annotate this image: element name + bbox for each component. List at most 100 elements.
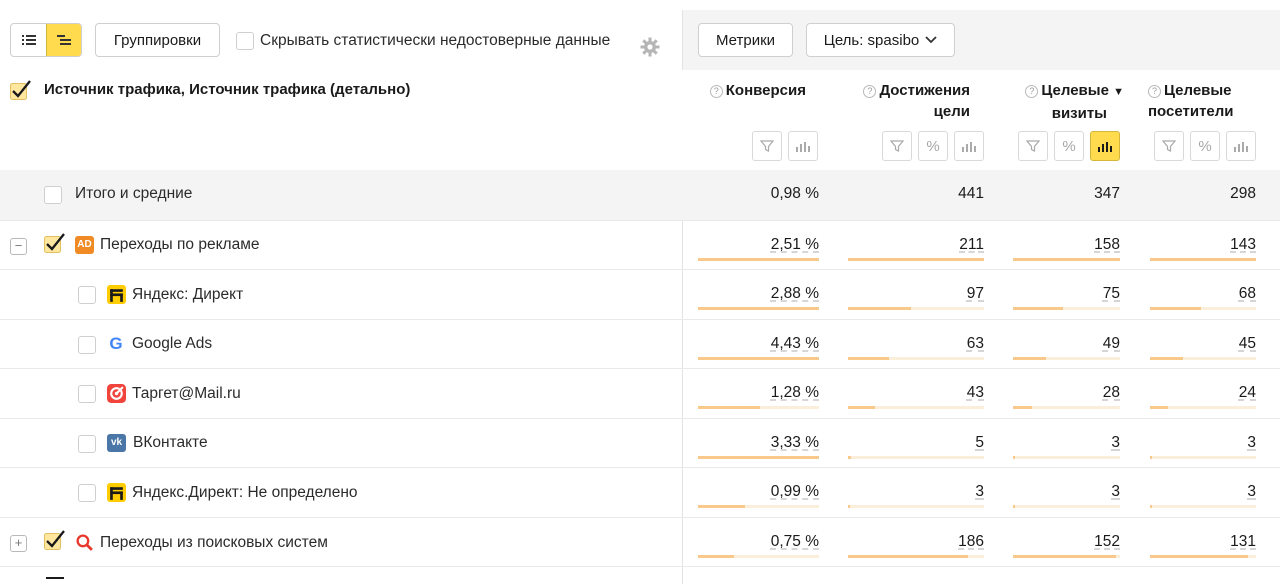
cell-target-visitors[interactable]: 131	[1230, 533, 1256, 550]
cell-target-visits[interactable]: 49	[1102, 335, 1120, 352]
row-label-wrap[interactable]: AD Переходы по рекламе	[75, 236, 259, 254]
cell-conversion[interactable]: 0,75 %	[770, 533, 819, 550]
cell-target-visitors[interactable]: 45	[1238, 335, 1256, 352]
cell-target-visitors[interactable]: 143	[1230, 236, 1256, 253]
list-view-button[interactable]	[11, 24, 46, 56]
help-icon[interactable]: ?	[1148, 85, 1161, 98]
groupings-button[interactable]: Группировки	[95, 23, 220, 57]
row-label-wrap[interactable]: Переходы из поисковых систем	[75, 533, 328, 552]
filter-icon[interactable]	[882, 131, 912, 161]
cell-target-visits[interactable]: 3	[1111, 483, 1120, 500]
bar-chart-icon[interactable]	[1090, 131, 1120, 161]
cell-target-visits[interactable]: 3	[1111, 434, 1120, 451]
cell-target-visitors: 298	[1230, 185, 1256, 202]
bar-chart-icon[interactable]	[954, 131, 984, 161]
help-icon[interactable]: ?	[1025, 85, 1039, 98]
cell-target-visitors[interactable]: 3	[1247, 434, 1256, 451]
value-bar-fill	[848, 357, 889, 360]
bar-chart-icon[interactable]	[788, 131, 818, 161]
table-row: + Переходы из поисковых систем 0,75 % 18…	[0, 517, 1280, 567]
cell-conversion[interactable]: 4,43 %	[770, 335, 819, 352]
row-checkbox-partial[interactable]	[46, 577, 64, 584]
table-row-total: Итого и средние 0,98 % 441 347 298	[0, 170, 1280, 220]
table-row: vk ВКонтакте 3,33 % 5 3 3	[0, 418, 1280, 468]
value-bar-track	[1013, 357, 1120, 360]
row-label-wrap[interactable]: G Google Ads	[107, 335, 212, 353]
percent-icon[interactable]: %	[1054, 131, 1084, 161]
list-view-icon	[21, 35, 36, 45]
filter-icon[interactable]	[1018, 131, 1048, 161]
column-header-conversion[interactable]: ? Конверсия	[700, 80, 806, 101]
row-checkbox[interactable]	[78, 435, 96, 453]
tree-view-button[interactable]	[46, 24, 81, 56]
value-bar-fill	[1150, 258, 1256, 261]
value-bar-fill	[848, 456, 851, 459]
row-checkbox[interactable]	[44, 530, 65, 550]
table-row: Яндекс.Директ: Не определено 0,99 % 3 3 …	[0, 467, 1280, 517]
hide-unreliable-box[interactable]	[236, 32, 254, 50]
value-bar-track	[1150, 505, 1256, 508]
cell-conversion[interactable]: 2,88 %	[770, 285, 819, 302]
cell-conversion[interactable]: 2,51 %	[770, 236, 819, 253]
value-bar-fill	[1013, 456, 1015, 459]
column-header-target-visitors[interactable]: ? Целевые посетители	[1148, 82, 1234, 120]
cell-target-visits[interactable]: 158	[1094, 236, 1120, 253]
row-checkbox[interactable]	[78, 336, 96, 354]
column-divider	[682, 10, 683, 584]
filter-icon[interactable]	[1154, 131, 1184, 161]
value-bar-fill	[848, 258, 984, 261]
row-checkbox[interactable]	[78, 286, 96, 304]
row-label-wrap[interactable]: Яндекс: Директ	[107, 285, 243, 304]
cell-target-visitors[interactable]: 3	[1247, 483, 1256, 500]
cell-conversion[interactable]: 1,28 %	[770, 384, 819, 401]
cell-conversion[interactable]: 0,99 %	[770, 483, 819, 500]
row-checkbox[interactable]	[44, 233, 65, 253]
cell-target-visitors[interactable]: 24	[1238, 384, 1256, 401]
help-icon[interactable]: ?	[709, 85, 723, 98]
goal-select[interactable]: Цель: spasibo	[806, 23, 955, 57]
cell-goal-reaches[interactable]: 211	[959, 236, 984, 253]
bar-chart-icon[interactable]	[1226, 131, 1256, 161]
value-bar-track	[1150, 357, 1256, 360]
value-bar-track	[698, 406, 819, 409]
help-icon[interactable]: ?	[863, 85, 877, 98]
table-row: Таргет@Mail.ru 1,28 % 43 28 24	[0, 368, 1280, 418]
value-bar-fill	[698, 307, 819, 310]
row-label-wrap[interactable]: Таргет@Mail.ru	[107, 384, 241, 403]
value-bar-fill	[1013, 357, 1046, 360]
percent-icon[interactable]: %	[918, 131, 948, 161]
expand-toggle[interactable]: +	[10, 535, 27, 552]
row-label: ВКонтакте	[133, 434, 208, 451]
row-checkbox[interactable]	[44, 186, 62, 204]
cell-conversion[interactable]: 3,33 %	[770, 434, 819, 451]
cell-target-visits[interactable]: 152	[1094, 533, 1120, 550]
metrics-button[interactable]: Метрики	[698, 23, 793, 57]
gear-icon[interactable]	[640, 37, 660, 57]
cell-target-visits[interactable]: 75	[1102, 285, 1120, 302]
value-bar-track	[1150, 456, 1256, 459]
column-header-goal-reaches[interactable]: ? Достижения цели	[848, 80, 970, 122]
hide-unreliable-checkbox[interactable]: Скрывать статистически недостоверные дан…	[236, 30, 610, 52]
cell-target-visitors[interactable]: 68	[1238, 285, 1256, 302]
value-bar-track	[1150, 406, 1256, 409]
column-tools-target-visits: %	[1018, 131, 1120, 161]
value-bar-track	[698, 357, 819, 360]
cell-goal-reaches[interactable]: 43	[966, 384, 984, 401]
row-label-wrap[interactable]: Яндекс.Директ: Не определено	[107, 483, 358, 502]
cell-goal-reaches[interactable]: 5	[975, 434, 984, 451]
row-checkbox[interactable]	[78, 484, 96, 502]
cell-goal-reaches[interactable]: 3	[975, 483, 984, 500]
cell-goal-reaches[interactable]: 63	[966, 335, 984, 352]
row-label-wrap[interactable]: vk ВКонтакте	[107, 434, 208, 452]
row-checkbox[interactable]	[78, 385, 96, 403]
filter-icon[interactable]	[752, 131, 782, 161]
select-all-checkbox[interactable]	[10, 80, 31, 100]
cell-goal-reaches[interactable]: 186	[958, 533, 984, 550]
percent-icon[interactable]: %	[1190, 131, 1220, 161]
tree-view-icon	[57, 35, 71, 45]
collapse-toggle[interactable]: −	[10, 238, 27, 255]
cell-goal-reaches[interactable]: 97	[966, 285, 984, 302]
cell-target-visits[interactable]: 28	[1102, 384, 1120, 401]
column-header-target-visits[interactable]: ? Целевые ▼ визиты	[1012, 80, 1124, 124]
value-bar-fill	[1150, 307, 1201, 310]
